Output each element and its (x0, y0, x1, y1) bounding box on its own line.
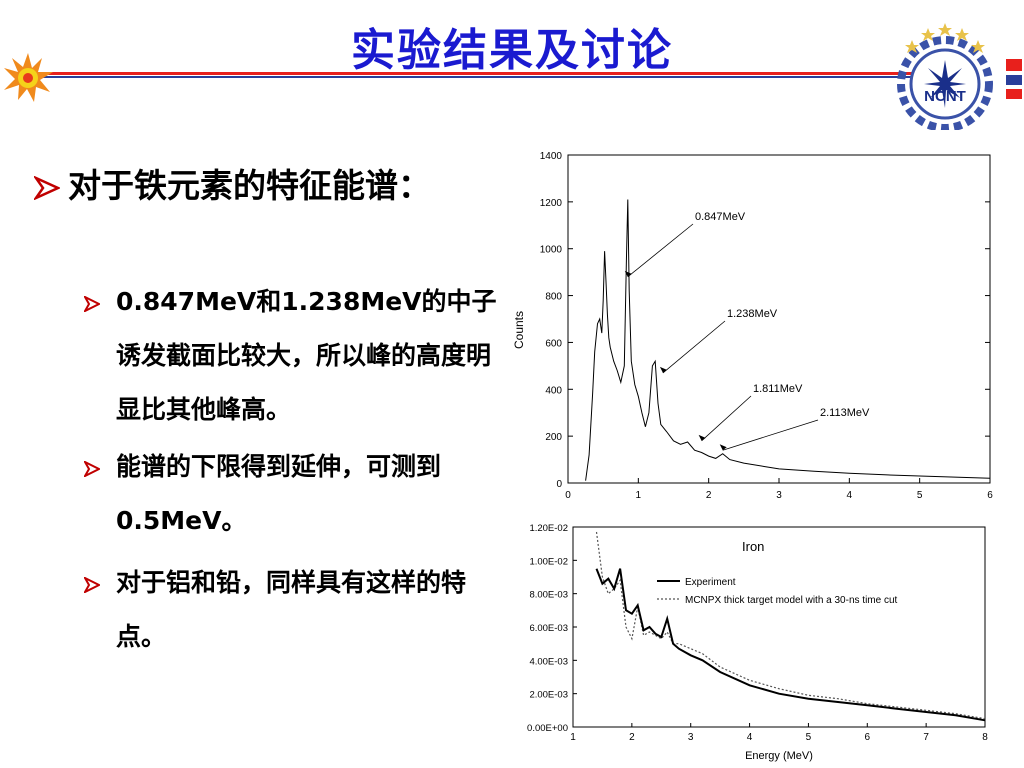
spectrum-annotation-label: 2.113MeV (820, 407, 870, 419)
spectrum-annotation-arrowhead (659, 366, 667, 373)
spectrum-series-line (585, 199, 991, 481)
spectrum-annotation-leader (662, 320, 726, 374)
iron-y-tick-label: 1.20E-02 (529, 523, 568, 534)
spectrum-y-tick-label: 800 (545, 292, 562, 303)
spectrum-plot-frame (567, 154, 991, 484)
iron-x-tick-label: 7 (923, 732, 929, 743)
spectrum-annotation-leader (722, 419, 819, 451)
sub-bullet-2: 能谱的下限得到延伸，可测到0.5MeV。 (84, 440, 504, 548)
iron-y-tick-label: 4.00E-03 (529, 656, 568, 667)
slide-title: 实验结果及讨论 (351, 25, 673, 76)
title-rule-blue (40, 76, 970, 78)
spectrum-y-tick-label: 1000 (540, 245, 563, 256)
sub-bullet-3: 对于铝和铅，同样具有这样的特点。 (84, 556, 504, 664)
spectrum-y-tick-label: 0 (556, 479, 562, 490)
spectrum-y-tick-label: 1200 (540, 198, 563, 209)
bullet-arrow-icon (34, 176, 60, 200)
iron-x-tick-label: 1 (570, 732, 576, 743)
sub-bullet-2-text: 能谱的下限得到延伸，可测到0.5MeV。 (116, 452, 442, 535)
spectrum-annotation-label: 0.847MeV (695, 211, 746, 223)
spectrum-annotation-label: 1.811MeV (753, 383, 803, 395)
iron-x-axis-label: Energy (MeV) (745, 750, 813, 762)
sub-bullet-3-text: 对于铝和铅，同样具有这样的特点。 (116, 568, 467, 651)
spectrum-chart: 0 1 2 3 4 5 6 0 200 400 600 800 1000 1200 1400 0.847Me… (512, 151, 993, 501)
sub-bullet-1: 0.847MeV和1.238MeV的中子诱发截面比较大，所以峰的高度明显比其他峰… (84, 275, 504, 437)
spectrum-annotation-leader (627, 223, 694, 278)
iron-chart: 1 2 3 4 5 6 7 8 0.00E+00 2.00E-03 4.00E-03 6.00E-03… (505, 515, 1010, 765)
iron-y-tick-label: 0.00E+00 (527, 723, 568, 734)
main-bullet: 对于铁元素的特征能谱： (34, 162, 504, 210)
spectrum-annotation-leader (701, 395, 752, 442)
sub-bullet-arrow-icon (84, 577, 100, 593)
main-bullet-text: 对于铁元素的特征能谱： (68, 166, 431, 205)
spectrum-annotation-arrowhead (719, 444, 727, 451)
iron-y-tick-label: 2.00E-03 (529, 690, 568, 701)
iron-exp-series-line (595, 568, 986, 722)
iron-x-tick-label: 8 (982, 732, 988, 743)
iron-x-tick-label: 2 (629, 732, 635, 743)
right-edge-bars (1006, 59, 1022, 99)
spectrum-x-tick-label: 3 (776, 490, 782, 501)
iron-x-tick-label: 5 (806, 732, 812, 743)
sun-logo-icon (4, 53, 53, 102)
spectrum-x-tick-label: 4 (847, 490, 853, 501)
iron-y-tick-label: 6.00E-03 (529, 623, 568, 634)
spectrum-annotation-label: 1.238MeV (727, 308, 778, 320)
logo-text: NCNT (924, 88, 966, 105)
ncnt-logo-icon: NCNT (897, 23, 993, 130)
spectrum-annotation-arrowhead (624, 270, 632, 277)
spectrum-x-tick-label: 2 (706, 490, 712, 501)
iron-chart-title: Iron (742, 539, 764, 554)
sub-bullet-arrow-icon (84, 461, 100, 477)
spectrum-x-tick-label: 5 (917, 490, 923, 501)
legend-experiment-label: Experiment (685, 577, 736, 588)
legend-mcnpx-label: MCNPX thick target model with a 30-ns ti… (685, 595, 898, 606)
spectrum-x-tick-label: 0 (565, 490, 571, 501)
spectrum-x-tick-label: 1 (636, 490, 642, 501)
spectrum-y-axis-label: Counts (512, 311, 526, 349)
sub-bullet-arrow-icon (84, 296, 100, 312)
iron-x-tick-label: 4 (747, 732, 753, 743)
spectrum-x-tick-label: 6 (987, 490, 993, 501)
spectrum-annotation-arrowhead (698, 434, 706, 441)
spectrum-y-tick-label: 400 (545, 385, 562, 396)
spectrum-y-tick-label: 200 (545, 432, 562, 443)
spectrum-y-tick-label: 600 (545, 338, 562, 349)
title-rule-red (40, 72, 970, 75)
iron-x-tick-label: 3 (688, 732, 694, 743)
iron-y-tick-label: 1.00E-02 (529, 556, 568, 567)
spectrum-y-tick-label: 1400 (540, 151, 563, 162)
iron-y-tick-label: 8.00E-03 (529, 590, 568, 601)
sub-bullet-1-text: 0.847MeV和1.238MeV的中子诱发截面比较大，所以峰的高度明显比其他峰… (116, 287, 497, 424)
iron-x-tick-label: 6 (865, 732, 871, 743)
